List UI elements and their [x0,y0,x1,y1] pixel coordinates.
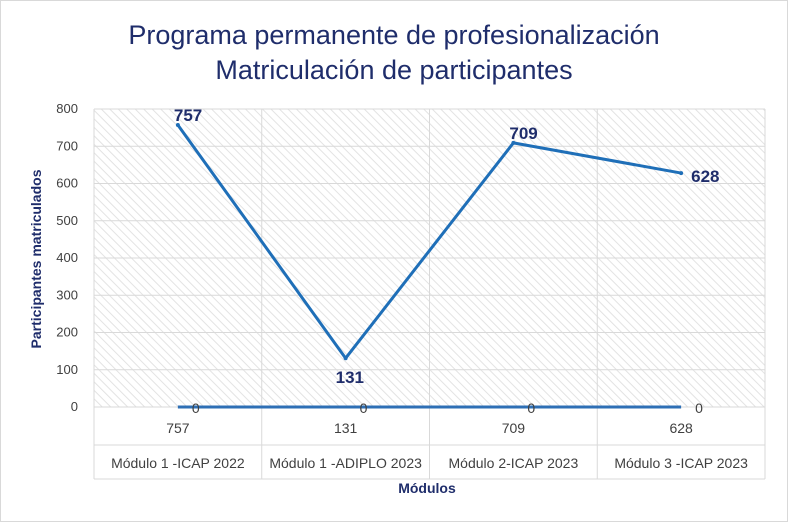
data-label: 757 [174,106,202,125]
y-tick-label: 600 [56,176,78,191]
table-value: 131 [334,420,358,436]
series-line-participantes [176,124,682,360]
gridlines [93,108,766,408]
y-tick-label: 700 [56,138,78,153]
data-point [175,123,180,128]
table-value: 757 [166,420,190,436]
data-label-base: 0 [527,400,535,416]
data-label-base: 0 [360,400,368,416]
y-tick-label: 0 [71,399,78,414]
x-tick-label: Módulo 1 -ADIPLO 2023 [269,455,422,471]
data-point [679,171,684,176]
table-value: 709 [502,420,526,436]
data-label: 628 [691,167,719,186]
data-point [511,140,516,145]
chart-title-line-1: Programa permanente de profesionalizació… [128,20,659,50]
y-tick-label: 400 [56,250,78,265]
y-tick-label: 200 [56,325,78,340]
x-tick-label: Módulo 3 -ICAP 2023 [614,455,748,471]
y-axis-title: Participantes matriculados [28,169,44,348]
x-tick-label: Módulo 2-ICAP 2023 [449,455,579,471]
y-tick-label: 100 [56,362,78,377]
x-axis-title: Módulos [398,480,456,496]
chart-title-line-2: Matriculación de participantes [215,55,572,85]
x-tick-label: Módulo 1 -ICAP 2022 [111,455,245,471]
y-axis-ticks: 0 100 200 300 400 500 600 700 800 [56,101,78,414]
y-tick-label: 300 [56,287,78,302]
y-tick-label: 500 [56,213,78,228]
data-point [343,356,348,361]
data-label-base: 0 [192,400,200,416]
category-table: 757 131 709 628 Módulo 1 -ICAP 2022 Módulo 1 … [93,407,766,480]
y-tick-label: 800 [56,101,78,116]
series-layer: 0 0 0 0 757 131 709 628 [174,106,720,416]
data-label: 131 [336,368,364,387]
table-value: 628 [669,420,693,436]
data-label: 709 [509,124,537,143]
data-label-base: 0 [695,400,703,416]
